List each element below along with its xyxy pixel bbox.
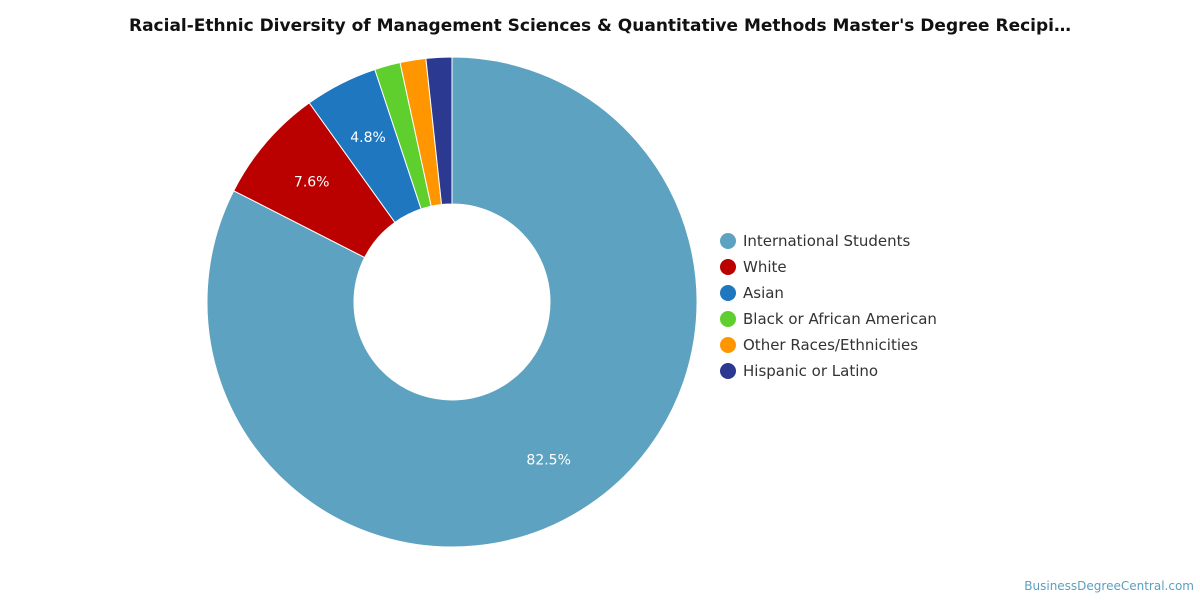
legend-swatch-icon [720,337,736,353]
chart-legend: International Students White Asian Black or… [720,228,937,384]
slice-label-international-students: 82.5% [526,453,570,469]
legend-swatch-icon [720,233,736,249]
legend-label: Other Races/Ethnicities [743,336,919,354]
chart-title: Racial-Ethnic Diversity of Management Sc… [128,16,1071,36]
labels-group: 82.5% 7.6% 4.8% [294,130,571,469]
legend-swatch-icon [720,363,736,379]
legend-item-international-students[interactable]: International Students [720,228,937,254]
legend-label: International Students [743,232,911,250]
legend-label: Black or African American [743,310,937,328]
legend-item-white[interactable]: White [720,254,937,280]
legend-label: Asian [743,284,784,302]
legend-item-hispanic-or-latino[interactable]: Hispanic or Latino [720,358,937,384]
slice-label-white: 7.6% [294,174,330,190]
slice-label-asian: 4.8% [350,130,386,146]
legend-swatch-icon [720,311,736,327]
legend-swatch-icon [720,259,736,275]
legend-swatch-icon [720,285,736,301]
legend-label: White [743,258,787,276]
legend-item-black-or-african-american[interactable]: Black or African American [720,306,937,332]
legend-item-asian[interactable]: Asian [720,280,937,306]
slice-hispanic-or-latino[interactable] [425,56,453,206]
slice-international-students[interactable] [206,56,698,548]
site-credit-link[interactable]: BusinessDegreeCentral.com [1024,579,1194,593]
legend-item-other-races-ethnicities[interactable]: Other Races/Ethnicities [720,332,937,358]
legend-label: Hispanic or Latino [743,362,879,380]
slices-group [206,56,698,548]
